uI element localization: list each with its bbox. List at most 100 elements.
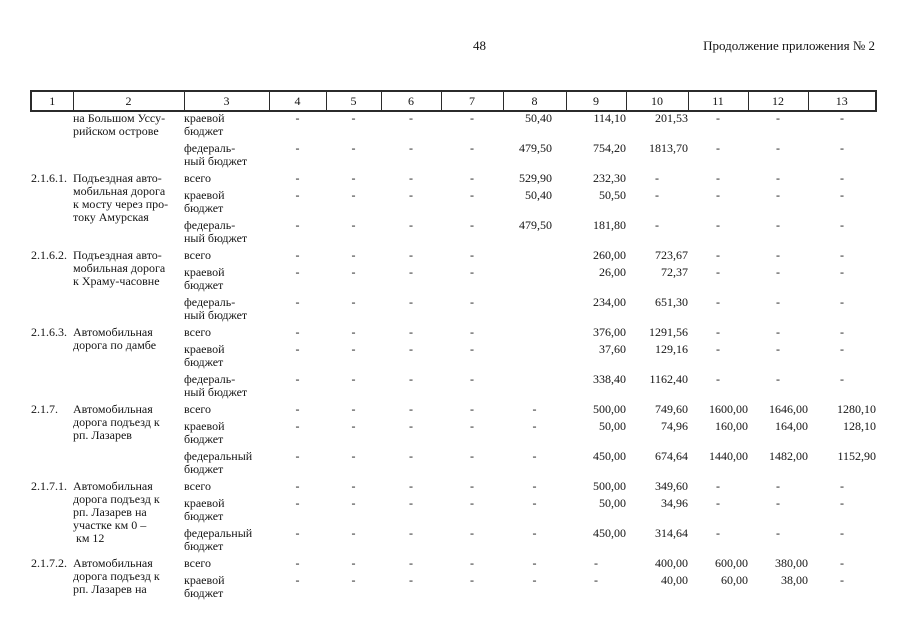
no-value-cell: -	[409, 556, 413, 570]
no-value-cell: -	[840, 218, 844, 232]
table-row: федераль- ный бюджет - - - - 479,50 754,20 1813…	[31, 142, 876, 172]
no-value-cell: -	[776, 325, 780, 339]
amount-cell: 60,00	[721, 573, 748, 587]
no-value-cell: -	[840, 556, 844, 570]
no-value-cell: -	[776, 342, 780, 356]
no-value-cell: -	[295, 573, 300, 587]
column-number-header: 5	[325, 90, 382, 112]
budget-type-label: всего	[184, 556, 212, 570]
no-value-cell: -	[351, 526, 356, 540]
no-value-cell: -	[716, 218, 720, 232]
budget-type-label: всего	[184, 248, 212, 262]
no-value-cell: -	[351, 496, 356, 510]
no-value-cell: -	[351, 265, 356, 279]
no-value-cell: -	[351, 342, 356, 356]
table-row: краевой бюджет - - - - 50,40 50,50 - - - -	[31, 189, 876, 219]
amount-cell: 37,60	[599, 342, 626, 356]
no-value-cell: -	[776, 479, 780, 493]
no-value-cell: -	[295, 419, 300, 433]
no-value-cell: -	[409, 265, 413, 279]
no-value-cell: -	[351, 419, 356, 433]
no-value-cell: -	[776, 496, 780, 510]
amount-cell: 400,00	[655, 556, 688, 570]
entry-name: Автомобильная дорога по дамбе	[73, 325, 157, 352]
no-value-cell: -	[532, 573, 537, 587]
budget-table: 1 2 3 4 5 6 7 8 9 10 11 12 13 на Большом…	[30, 90, 877, 604]
entry-name: Автомобильная дорога подъезд к рп. Лазар…	[73, 556, 160, 596]
amount-cell: 500,00	[593, 402, 626, 416]
no-value-cell: -	[470, 111, 474, 125]
budget-type-label: федераль- ный бюджет	[184, 218, 248, 245]
no-value-cell: -	[840, 248, 844, 262]
entry-number: 2.1.6.2.	[31, 248, 67, 262]
column-number-header: 11	[687, 90, 749, 112]
amount-cell: 1280,10	[837, 402, 876, 416]
amount-cell: 450,00	[593, 526, 626, 540]
column-number-header: 12	[747, 90, 809, 112]
no-value-cell: -	[470, 295, 474, 309]
no-value-cell: -	[295, 141, 300, 155]
empty-cell	[503, 326, 566, 343]
amount-cell: 181,80	[593, 218, 626, 232]
no-value-cell: -	[295, 479, 300, 493]
entry-number	[31, 111, 73, 172]
entry-number: 2.1.7.2.	[31, 556, 67, 570]
no-value-cell: -	[295, 526, 300, 540]
entry-number: 2.1.7.1.	[31, 479, 67, 493]
table-row: 2.1.7. Автомобильная дорога подъезд к рп.…	[31, 402, 876, 442]
no-value-cell: -	[409, 325, 413, 339]
no-value-cell: -	[532, 526, 537, 540]
no-value-cell: -	[532, 556, 537, 570]
amount-cell: 260,00	[593, 248, 626, 262]
no-value-cell: -	[351, 372, 356, 386]
no-value-cell: -	[776, 218, 780, 232]
column-number-header: 3	[183, 90, 270, 112]
no-value-cell: -	[295, 218, 300, 232]
entry-name: Подъездная авто- мобильная дорога к Храм…	[73, 248, 166, 288]
table-row: краевой бюджет - - - - - 50,00 74,96 160,00 164,0…	[31, 420, 876, 450]
entry-number: 2.1.7.	[31, 402, 58, 416]
amount-cell: 450,00	[593, 449, 626, 463]
amount-cell: 50,00	[599, 496, 626, 510]
no-value-cell: -	[409, 342, 413, 356]
budget-type-label: краевой бюджет	[184, 573, 225, 600]
no-value-cell: -	[409, 171, 413, 185]
amount-cell: 50,00	[599, 419, 626, 433]
table-row: краевой бюджет - - - - - 50,00 34,96 - - -	[31, 497, 876, 527]
amount-cell: 500,00	[593, 479, 626, 493]
no-value-cell: -	[409, 188, 413, 202]
table-row: краевой бюджет - - - - - - 40,00 60,00 38,00 -	[31, 574, 876, 604]
budget-type-label: краевой бюджет	[184, 188, 225, 215]
budget-type-label: всего	[184, 402, 212, 416]
no-value-cell: -	[351, 449, 356, 463]
no-value-cell: -	[470, 141, 474, 155]
table-row: 2.1.7.1. Автомобильная дорога подъезд к р…	[31, 479, 876, 545]
no-value-cell: -	[470, 342, 474, 356]
no-value-cell: -	[351, 556, 356, 570]
entry-number: 2.1.6.3.	[31, 325, 67, 339]
no-value-cell: -	[470, 188, 474, 202]
column-number-header: 4	[268, 90, 327, 112]
table-row: 2.1.6.2. Подъездная авто- мобильная дорог…	[31, 248, 876, 288]
no-value-cell: -	[532, 419, 537, 433]
empty-cell	[503, 266, 566, 296]
amount-cell: 129,16	[655, 342, 688, 356]
no-value-cell: -	[840, 372, 844, 386]
no-value-cell: -	[716, 479, 720, 493]
amount-cell: 1152,90	[837, 449, 876, 463]
budget-type-label: всего	[184, 325, 212, 339]
amount-cell: 1162,40	[649, 372, 688, 386]
no-value-cell: -	[295, 111, 300, 125]
no-value-cell: -	[776, 372, 780, 386]
no-value-cell: -	[295, 325, 300, 339]
budget-type-label: краевой бюджет	[184, 111, 225, 138]
no-value-cell: -	[470, 449, 474, 463]
no-value-cell: -	[776, 295, 780, 309]
table-row: краевой бюджет - - - - 37,60 129,16 - - -	[31, 343, 876, 373]
no-value-cell: -	[409, 372, 413, 386]
no-value-cell: -	[716, 496, 720, 510]
budget-type-label: федераль- ный бюджет	[184, 141, 248, 168]
amount-cell: 50,50	[599, 188, 626, 202]
no-value-cell: -	[351, 295, 356, 309]
